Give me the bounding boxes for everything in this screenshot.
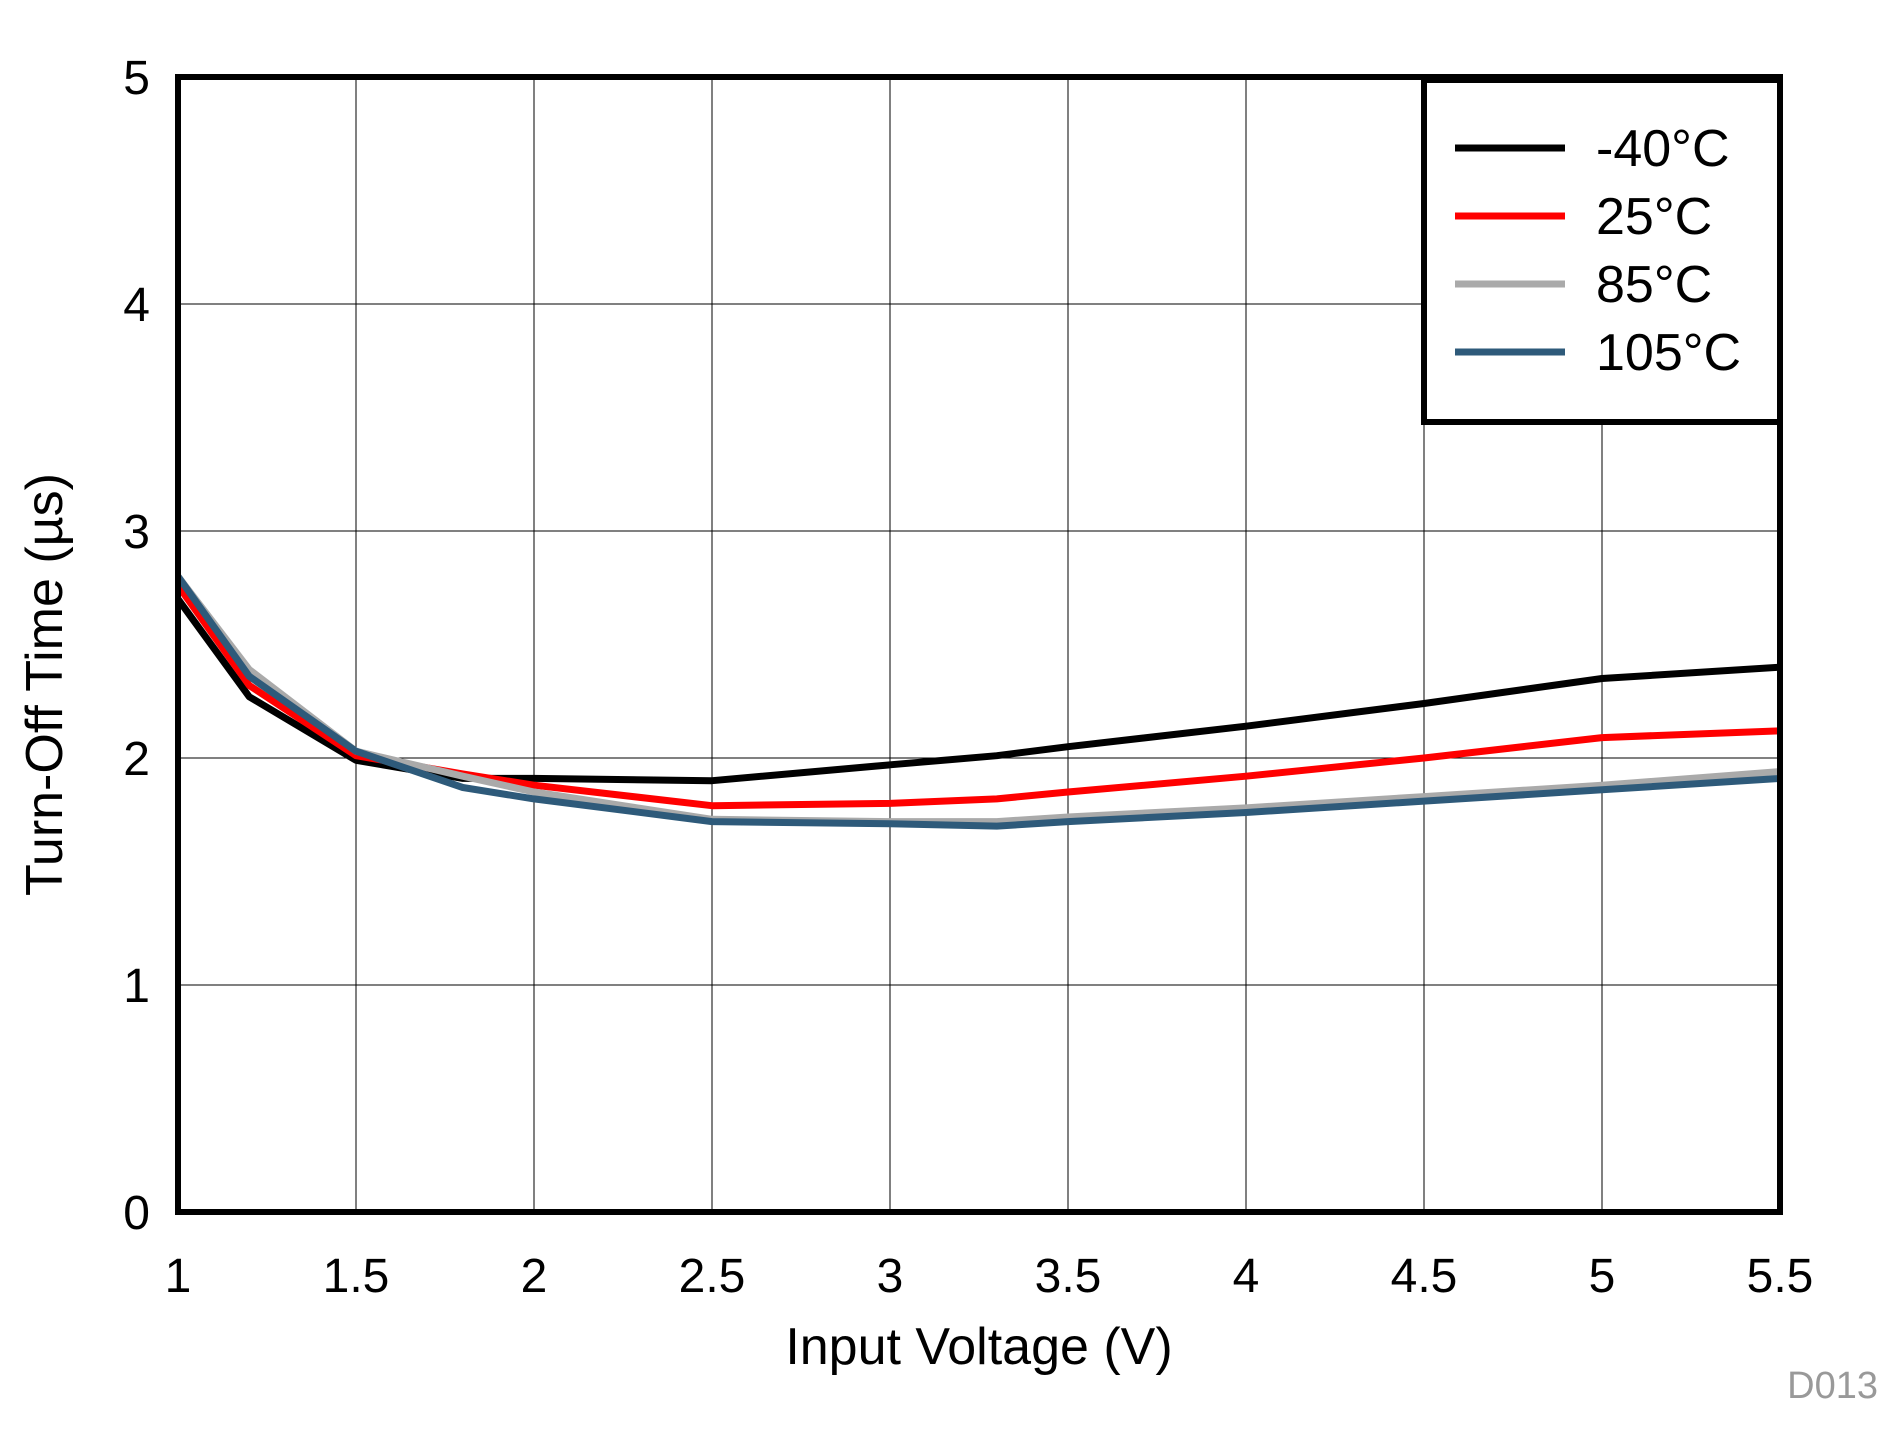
series-layer — [175, 574, 1781, 830]
series-line--40C — [175, 597, 1781, 785]
x-tick-label: 4.5 — [1391, 1250, 1458, 1303]
legend: -40°C 25°C 85°C 105°C — [1421, 77, 1783, 425]
legend-label: 105°C — [1596, 324, 1741, 382]
legend-items: -40°C 25°C 85°C 105°C — [1455, 120, 1741, 382]
y-tick-label: 5 — [123, 52, 150, 105]
x-tick-label: 1.5 — [323, 1250, 390, 1303]
series-line-25C — [175, 583, 1781, 810]
y-tick-label: 1 — [123, 960, 150, 1013]
x-axis-title: Input Voltage (V) — [785, 1318, 1172, 1376]
x-tick-label: 5.5 — [1747, 1250, 1814, 1303]
x-tick-label: 3.5 — [1035, 1250, 1102, 1303]
legend-box — [1421, 77, 1783, 425]
x-tick-labels: 1 1.5 2 2.5 3 3.5 4 4.5 5 5.5 — [165, 1250, 1814, 1303]
x-tick-label: 2 — [521, 1250, 548, 1303]
y-tick-label: 0 — [123, 1187, 150, 1240]
plot-frame — [175, 74, 1783, 1215]
series-line-105C — [175, 574, 1781, 830]
x-tick-label: 3 — [877, 1250, 904, 1303]
y-axis-title: Turn-Off Time (µs) — [16, 473, 74, 896]
x-tick-label: 2.5 — [679, 1250, 746, 1303]
y-tick-label: 2 — [123, 733, 150, 786]
y-tick-labels: 0 1 2 3 4 5 — [123, 52, 150, 1240]
legend-label: 25°C — [1596, 188, 1712, 246]
x-tick-label: 1 — [165, 1250, 192, 1303]
y-tick-label: 3 — [123, 506, 150, 559]
figure-code-label: D013 — [1787, 1365, 1878, 1407]
x-tick-label: 4 — [1233, 1250, 1260, 1303]
y-tick-label: 4 — [123, 279, 150, 332]
legend-label: 85°C — [1596, 256, 1712, 314]
x-tick-label: 5 — [1589, 1250, 1616, 1303]
legend-label: -40°C — [1596, 120, 1730, 178]
